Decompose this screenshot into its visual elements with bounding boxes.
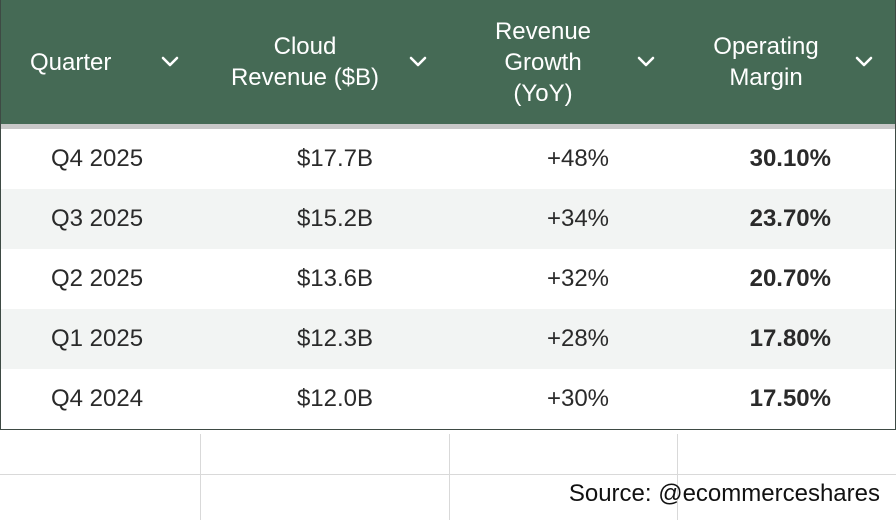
- chevron-down-icon[interactable]: [635, 50, 657, 72]
- grid-line: [0, 474, 896, 475]
- table-row: Q4 2025 $17.7B +48% 30.10%: [1, 129, 895, 189]
- header-label: Revenue Growth (YoY): [494, 17, 592, 107]
- cell-quarter[interactable]: Q1 2025: [51, 325, 144, 352]
- table-row: Q3 2025 $15.2B +34% 23.70%: [1, 189, 895, 249]
- cell-growth[interactable]: +34%: [546, 205, 610, 232]
- grid-line: [200, 434, 201, 520]
- cell-margin[interactable]: 20.70%: [749, 265, 831, 292]
- source-credit: Source: @ecommerceshares: [568, 480, 880, 507]
- cell-margin[interactable]: 30.10%: [749, 145, 831, 172]
- cell-margin[interactable]: 17.50%: [749, 385, 831, 412]
- cell-margin[interactable]: 23.70%: [749, 205, 831, 232]
- header-cloud-revenue[interactable]: Cloud Revenue ($B): [201, 0, 449, 124]
- chevron-down-icon[interactable]: [853, 50, 875, 72]
- chevron-down-icon[interactable]: [159, 50, 181, 72]
- header-label: Quarter: [30, 48, 112, 76]
- table-row: Q1 2025 $12.3B +28% 17.80%: [1, 309, 895, 369]
- header-operating-margin[interactable]: Operating Margin: [677, 0, 895, 124]
- cell-margin[interactable]: 17.80%: [749, 325, 831, 352]
- table-row: Q2 2025 $13.6B +32% 20.70%: [1, 249, 895, 309]
- cell-growth[interactable]: +48%: [546, 145, 610, 172]
- table-header: Quarter Cloud Revenue ($B) Revenue Growt…: [1, 0, 895, 129]
- header-label: Operating Margin: [713, 33, 819, 91]
- cell-growth[interactable]: +30%: [546, 385, 610, 412]
- cell-quarter[interactable]: Q3 2025: [51, 205, 144, 232]
- grid-line: [677, 434, 678, 520]
- empty-sheet-grid[interactable]: [0, 434, 896, 520]
- cell-revenue[interactable]: $13.6B: [296, 265, 374, 292]
- cell-revenue[interactable]: $15.2B: [296, 205, 374, 232]
- cell-growth[interactable]: +28%: [546, 325, 610, 352]
- header-revenue-growth[interactable]: Revenue Growth (YoY): [449, 0, 677, 124]
- chevron-down-icon[interactable]: [407, 50, 429, 72]
- grid-line: [449, 434, 450, 520]
- cell-revenue[interactable]: $12.3B: [296, 325, 374, 352]
- cell-revenue[interactable]: $12.0B: [296, 385, 374, 412]
- cell-quarter[interactable]: Q4 2024: [51, 385, 144, 412]
- data-table: Quarter Cloud Revenue ($B) Revenue Growt…: [0, 0, 896, 430]
- header-label: Cloud Revenue ($B): [230, 33, 380, 91]
- cell-quarter[interactable]: Q2 2025: [51, 265, 144, 292]
- header-quarter[interactable]: Quarter: [1, 0, 201, 124]
- cell-revenue[interactable]: $17.7B: [296, 145, 374, 172]
- cell-quarter[interactable]: Q4 2025: [51, 145, 144, 172]
- cell-growth[interactable]: +32%: [546, 265, 610, 292]
- table-row: Q4 2024 $12.0B +30% 17.50%: [1, 369, 895, 429]
